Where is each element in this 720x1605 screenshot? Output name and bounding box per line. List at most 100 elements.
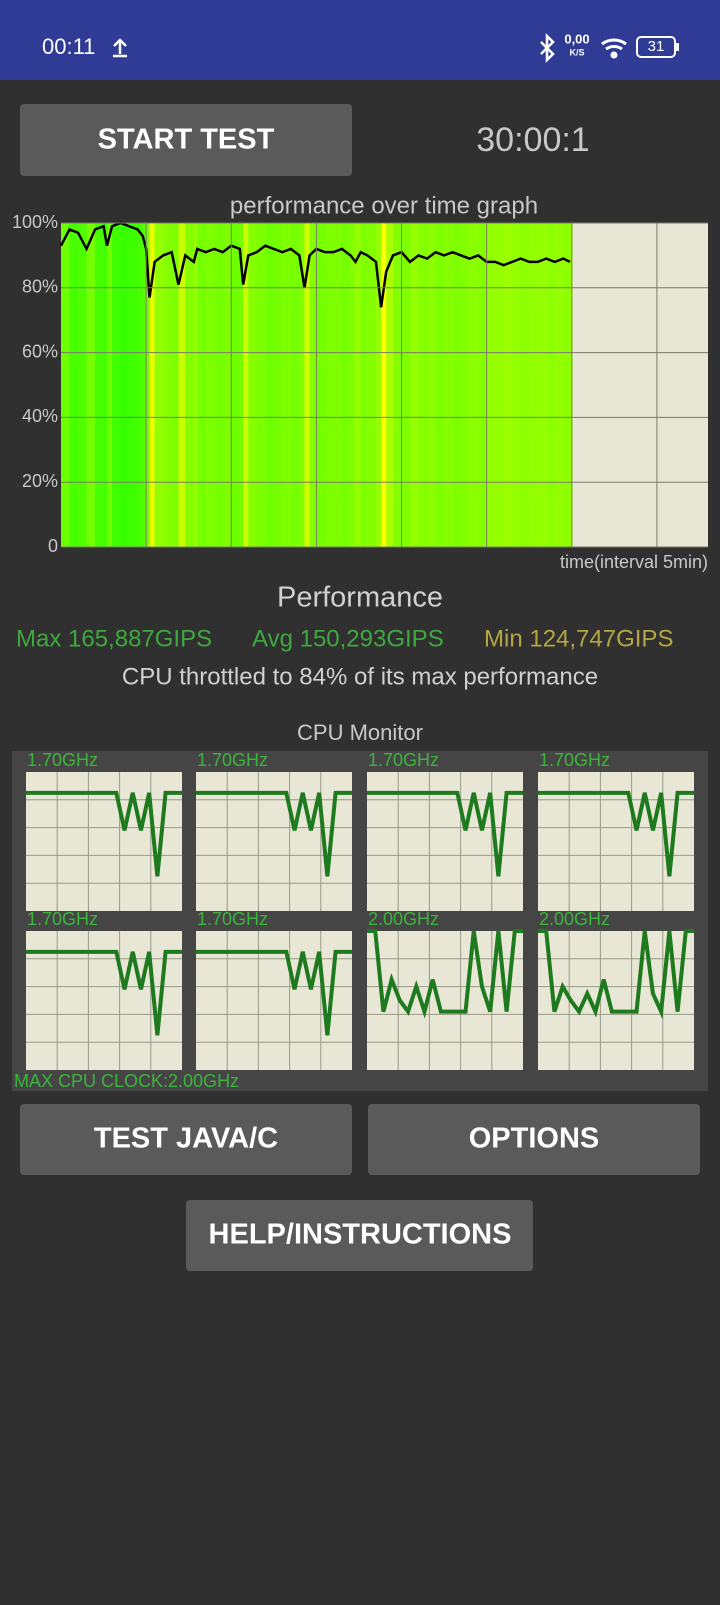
heat-bar [444,223,454,547]
upload-icon [113,38,127,58]
heat-bar [386,223,394,547]
core-frequency-line [196,949,352,1036]
options-label[interactable]: OPTIONS [469,1123,600,1155]
performance-chart: 0 20% 40% 60% 80% 100% [12,212,708,556]
heat-bar [205,223,215,547]
heat-bar [355,223,362,547]
y-tick-label: 20% [22,471,58,491]
core-label: 1.70GHz [27,750,98,770]
heat-bar [137,223,144,547]
throttle-text: CPU throttled to 84% of its max performa… [122,663,598,690]
heat-bar [512,223,522,547]
clock: 00:11 [42,34,95,59]
heat-bar [231,223,241,547]
core-frequency-line [367,790,523,877]
core-graph [26,931,182,1070]
test-java-label[interactable]: TEST JAVA/C [94,1123,278,1155]
heat-bar [410,223,420,547]
heat-bar [554,223,564,547]
heat-bar [333,223,343,547]
heat-bar [163,223,173,547]
heat-bar [129,223,139,547]
heat-bar [563,223,571,547]
battery-tip [676,43,679,51]
heat-bar [401,223,411,547]
core-frequency-line [367,929,523,1019]
timer: 30:00:1 [476,121,589,159]
test-java-button[interactable] [20,1104,352,1175]
battery-icon [636,36,676,58]
help-label[interactable]: HELP/INSTRUCTIONS [209,1219,512,1251]
core-graph [367,772,523,911]
heat-bar [537,223,547,547]
options-button[interactable] [368,1104,700,1175]
heat-bar [381,223,387,547]
max-cpu-clock: MAX CPU CLOCK:2.00GHz [14,1071,239,1091]
cpu-cores: 1.70GHz 1.70GHz 1.70GHz 1.70GHz 1.70GHz 1.70G… [26,750,694,1070]
y-tick-label: 60% [22,341,58,361]
heat-bar [256,223,266,547]
core-graph [26,772,182,911]
heat-bar [193,223,198,547]
heat-bar [197,223,207,547]
heat-bar [95,223,105,547]
core-label: 1.70GHz [197,909,268,929]
bluetooth-icon [540,32,555,64]
heat-bar [103,223,108,547]
core-frequency-line [26,949,182,1036]
heat-bar [154,223,164,547]
heat-bar [486,223,496,547]
heat-bar [427,223,437,547]
heat-bar [360,223,368,547]
heat-bar [478,223,488,547]
start-button-label[interactable]: START TEST [98,124,275,156]
core-label: 2.00GHz [368,909,439,929]
heat-bar [520,223,530,547]
heat-bar [299,223,305,547]
heat-bar [282,223,292,547]
cpu-monitor-title: CPU Monitor [297,720,423,745]
heat-bar [324,223,334,547]
heat-bar [185,223,195,547]
heat-bar [350,223,357,547]
heat-bar [503,223,513,547]
heat-bar [461,223,471,547]
core-label: 1.70GHz [368,750,439,770]
net-unit: K/S [569,47,584,57]
y-tick-label: 80% [22,277,58,297]
heat-bar [222,223,232,547]
heat-bar [112,223,122,547]
heat-bar [546,223,556,547]
avg-performance: Avg 150,293GIPS [252,625,444,652]
y-tick-label: 40% [22,406,58,426]
core-frequency-line [538,929,694,1020]
core-frequency-line [26,790,182,877]
heat-bar [86,223,96,547]
heat-bar [418,223,428,547]
heat-bar [393,223,403,547]
core-label: 1.70GHz [27,909,98,929]
heat-bar [239,223,244,547]
heat-bar [495,223,505,547]
heat-bar [149,223,156,547]
y-tick-label: 100% [12,212,58,232]
heat-bar [171,223,179,547]
performance-title: Performance [277,582,443,614]
y-tick-label: 0 [48,536,58,556]
help-button[interactable] [186,1200,533,1271]
core-frequency-line [196,790,352,877]
heat-bar [309,223,317,547]
core-label: 1.70GHz [197,750,268,770]
battery-level: 31 [648,38,665,55]
min-performance: Min 124,747GIPS [484,625,673,652]
start-button[interactable] [20,104,352,176]
heat-bar [69,223,79,547]
heat-bar [142,223,147,547]
chart-title: performance over time graph [230,192,538,219]
heat-bar [469,223,479,547]
heat-bar [290,223,300,547]
core-graph [196,772,352,911]
heat-bar [248,223,258,547]
heat-bar [120,223,130,547]
